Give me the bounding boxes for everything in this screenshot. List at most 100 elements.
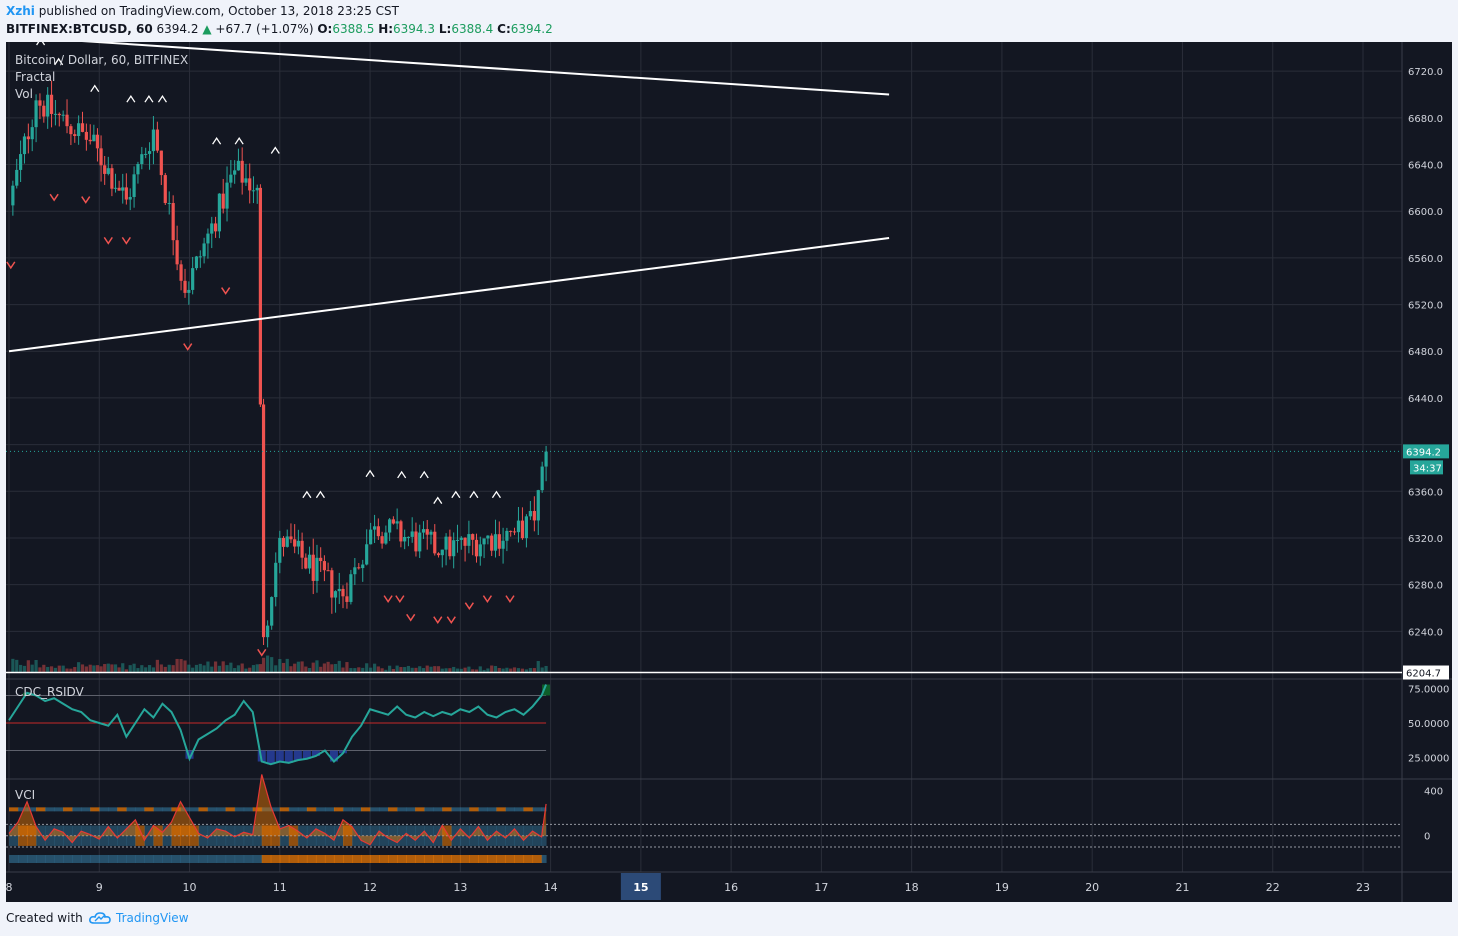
- candle-body: [440, 549, 444, 556]
- vci-top-band: [469, 807, 479, 812]
- candle-body: [478, 544, 482, 557]
- candle-body: [229, 174, 233, 183]
- candle-body: [293, 539, 297, 547]
- volume-bar: [42, 664, 46, 672]
- volume-bar: [15, 659, 19, 672]
- candle-body: [57, 113, 61, 116]
- vci-bottom-band: [153, 854, 163, 863]
- vci-bottom-band: [505, 854, 515, 863]
- candle-body: [459, 537, 463, 540]
- time-tick-label: 8: [6, 881, 13, 894]
- chart-frame[interactable]: 6204.7 6394.2 34:37 6240.0 6280.0 6320.0 6360.…: [6, 42, 1452, 902]
- volume-bar: [155, 659, 159, 672]
- vci-top-band: [243, 807, 254, 812]
- candle-body: [95, 134, 100, 149]
- candle-body: [520, 520, 525, 539]
- publish-line: Xzhi published on TradingView.com, Octob…: [6, 4, 399, 18]
- candle-body: [61, 114, 65, 116]
- volume-bar: [46, 666, 50, 672]
- candle-body: [144, 153, 148, 155]
- volume-bar: [202, 665, 206, 672]
- vci-mid-band: [180, 825, 191, 846]
- volume-bar: [285, 658, 289, 672]
- volume-bar: [117, 667, 121, 672]
- volume-bar: [110, 664, 114, 672]
- low-label: L:: [438, 22, 452, 36]
- time-tick-label: 13: [453, 881, 467, 894]
- vci-tick-label: 0: [1424, 832, 1430, 843]
- vci-bottom-band: [469, 854, 479, 863]
- candle-body: [544, 451, 548, 467]
- price-tick-label: 6520.0: [1408, 301, 1443, 312]
- fractal-down-marker: [221, 287, 231, 295]
- volume-bar: [128, 665, 132, 672]
- volume-bar: [337, 660, 341, 672]
- time-tick-label: 15: [633, 881, 648, 894]
- level-label: 6204.7: [1406, 669, 1441, 680]
- vci-top-band: [81, 807, 91, 812]
- volume-bar: [436, 666, 441, 672]
- fractal-up-marker: [157, 95, 167, 103]
- candle-body: [512, 531, 517, 533]
- volume-bar: [406, 665, 411, 672]
- vci-bottom-band: [261, 854, 272, 863]
- author-link[interactable]: Xzhi: [6, 4, 35, 18]
- volume-bar: [524, 669, 529, 672]
- time-axis-highlight: [620, 873, 661, 900]
- candle-body: [270, 597, 274, 626]
- vci-bottom-band: [117, 854, 127, 863]
- vci-top-band: [99, 807, 109, 812]
- volume-bar: [221, 661, 225, 672]
- candle-body: [452, 540, 456, 557]
- candle-body: [315, 557, 319, 581]
- candle-body: [300, 540, 304, 558]
- level-label-box: [1403, 665, 1449, 680]
- volume-bar: [501, 668, 505, 672]
- volume-bar: [369, 667, 373, 672]
- volume-bar: [410, 667, 414, 672]
- candle-body: [455, 539, 460, 541]
- volume-bar: [388, 665, 392, 672]
- fractal-down-marker: [505, 595, 515, 603]
- volume-bar: [311, 662, 315, 672]
- quote-line: BITFINEX:BTCUSD, 60 6394.2 ▲ +67.7 (+1.0…: [6, 22, 553, 36]
- candle-body: [46, 94, 50, 117]
- candle-body: [463, 537, 467, 546]
- candle-body: [482, 538, 486, 545]
- time-tick-label: 20: [1085, 881, 1099, 894]
- vci-top-band: [297, 807, 308, 812]
- vci-top-band: [198, 807, 209, 812]
- vci-top-band: [135, 807, 145, 812]
- volume-bar: [322, 663, 327, 672]
- candle-body: [486, 535, 490, 539]
- candle-body: [225, 182, 229, 209]
- tradingview-logo[interactable]: TradingView: [88, 911, 189, 925]
- candle-body: [501, 540, 505, 549]
- volume-bar: [229, 662, 233, 672]
- candle-body: [217, 193, 221, 232]
- candle-body: [372, 526, 377, 530]
- candle-body: [171, 203, 175, 241]
- fractal-up-marker: [54, 57, 64, 66]
- volume-bar: [80, 664, 85, 672]
- fractal-up-marker: [234, 137, 244, 145]
- volume-bar: [433, 666, 437, 672]
- vci-bottom-band: [126, 854, 136, 863]
- time-tick-label: 14: [544, 881, 558, 894]
- volume-bar: [345, 662, 349, 672]
- countdown-label: 34:37: [1413, 463, 1442, 474]
- volume-bar: [136, 668, 140, 672]
- vci-bottom-band: [270, 854, 281, 863]
- volume-bar: [34, 659, 38, 672]
- vci-bottom-band: [541, 854, 547, 863]
- chart-canvas[interactable]: 6204.7 6394.2 34:37 6240.0 6280.0 6320.0 6360.…: [6, 42, 1452, 902]
- volume-bar: [240, 663, 244, 672]
- vci-area: [9, 774, 547, 845]
- fractal-up-marker: [433, 496, 443, 504]
- volume-bar: [455, 668, 460, 672]
- rsi-line: [8, 684, 548, 766]
- symbol-label[interactable]: BITFINEX:BTCUSD, 60: [6, 22, 153, 36]
- fractal-down-marker: [121, 236, 131, 245]
- volume-bar: [244, 668, 248, 672]
- vci-bottom-band: [361, 854, 371, 863]
